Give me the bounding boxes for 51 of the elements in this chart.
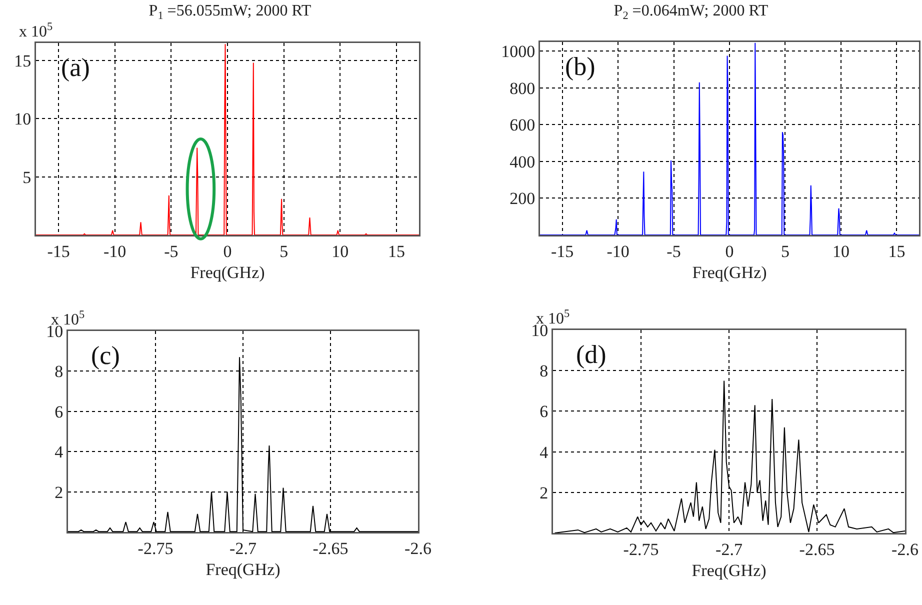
x-tick-label: 5 — [280, 242, 288, 261]
x-tick-label: -5 — [164, 242, 178, 261]
y-tick-label: 1000 — [501, 42, 536, 62]
annotation: (a) — [61, 53, 90, 82]
y-tick-label: 10 — [14, 110, 32, 129]
x-tick-label: 10 — [832, 242, 850, 261]
x-tick-label: -2.7 — [716, 540, 743, 559]
y-tick-label: 5 — [22, 168, 32, 187]
text: x 10$^{5}$ — [19, 21, 53, 41]
x-axis-title: Freq(GHz) — [692, 263, 767, 282]
annotation: (b) — [565, 52, 596, 81]
chart-title: P$_{1}$ =56.055mW; 2000 RT — [148, 2, 312, 22]
x-tick-label: 5 — [780, 242, 790, 261]
y-tick-label: 200 — [510, 189, 536, 208]
x-tick-label: -15 — [47, 242, 70, 261]
x-tick-label: -2.65 — [799, 540, 835, 559]
y-tick-label: 800 — [510, 78, 536, 98]
x-axis-title: Freq(GHz) — [692, 561, 766, 580]
x-tick-label: -2.75 — [623, 540, 659, 559]
x-tick-label: -2.6 — [404, 538, 432, 558]
y-tick-label: 2 — [54, 482, 64, 502]
x-tick-label: -5 — [666, 242, 681, 261]
y-tick-label: 15 — [14, 51, 32, 70]
x-tick-label: -2.65 — [312, 538, 348, 558]
y-tick-label: 6 — [540, 402, 548, 422]
x-tick-label: 0 — [725, 242, 734, 261]
line-series — [540, 42, 919, 235]
y-tick-label: 8 — [54, 362, 64, 382]
x-tick-label: -2.7 — [230, 538, 257, 558]
x-tick-label: -2.6 — [892, 540, 918, 559]
annotation: (c) — [91, 341, 120, 370]
x-tick-label: 0 — [223, 242, 232, 261]
y-tick-label: 8 — [540, 362, 548, 381]
x-tick-label: -10 — [104, 242, 126, 261]
y-tick-label: 4 — [54, 442, 64, 462]
y-tick-label: 400 — [510, 152, 536, 172]
y-tick-label: 4 — [540, 442, 549, 462]
x-tick-label: 15 — [888, 242, 906, 261]
x-tick-label: -2.75 — [138, 538, 174, 558]
y-tick-label: 600 — [510, 116, 536, 135]
y-tick-label: 6 — [54, 402, 64, 422]
x-tick-label: -10 — [606, 242, 630, 261]
line-series — [36, 44, 419, 235]
x-tick-label: -15 — [550, 242, 574, 261]
chart-title: P$_{2}$ =0.064mW; 2000 RT — [614, 2, 768, 22]
y-tick-label: 2 — [540, 483, 548, 502]
x-axis-title: Freq(GHz) — [190, 263, 265, 282]
x-tick-label: 10 — [332, 242, 349, 261]
x-axis-title: Freq(GHz) — [206, 560, 280, 580]
x-tick-label: 15 — [388, 242, 405, 261]
annotation: (d) — [576, 340, 606, 369]
